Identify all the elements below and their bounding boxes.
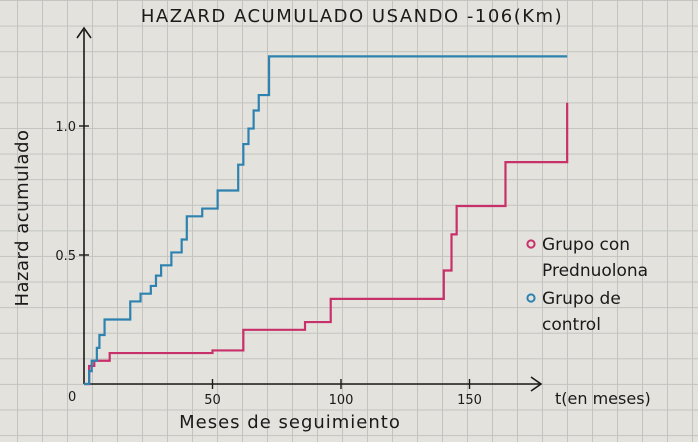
y-axis <box>76 26 92 384</box>
y-axis-label: Hazard acumulado <box>12 129 33 306</box>
legend-item-prednuolona: Grupo con Prednuolona <box>526 235 648 281</box>
y-tick-label-0-5: 0.5 <box>55 249 76 264</box>
tick-group: 50 100 150 0.5 1.0 <box>55 120 482 408</box>
origin-label: 0 <box>68 390 76 405</box>
x-tick-label-50: 50 <box>204 393 221 408</box>
series-line-control <box>84 55 568 386</box>
x-tick-label-100: 100 <box>329 393 354 408</box>
x-unit-label: t(en meses) <box>555 389 651 408</box>
legend: Grupo con Prednuolona Grupo de control <box>526 235 648 335</box>
x-axis-label: Meses de seguimiento <box>179 412 401 433</box>
legend-marker-control <box>526 293 536 303</box>
y-tick-label-1: 1.0 <box>55 120 76 135</box>
legend-label-control: Grupo de control <box>542 289 621 335</box>
series-group <box>84 55 569 386</box>
legend-marker-prednuolona <box>526 239 536 249</box>
chart-title: HAZARD ACUMULADO USANDO -106(Km) <box>141 6 563 27</box>
series-line-prednuolona <box>84 102 569 386</box>
x-tick-label-150: 150 <box>457 393 482 408</box>
legend-label-prednuolona: Grupo con Prednuolona <box>542 235 648 281</box>
x-axis <box>84 376 543 392</box>
legend-item-control: Grupo de control <box>526 289 621 335</box>
